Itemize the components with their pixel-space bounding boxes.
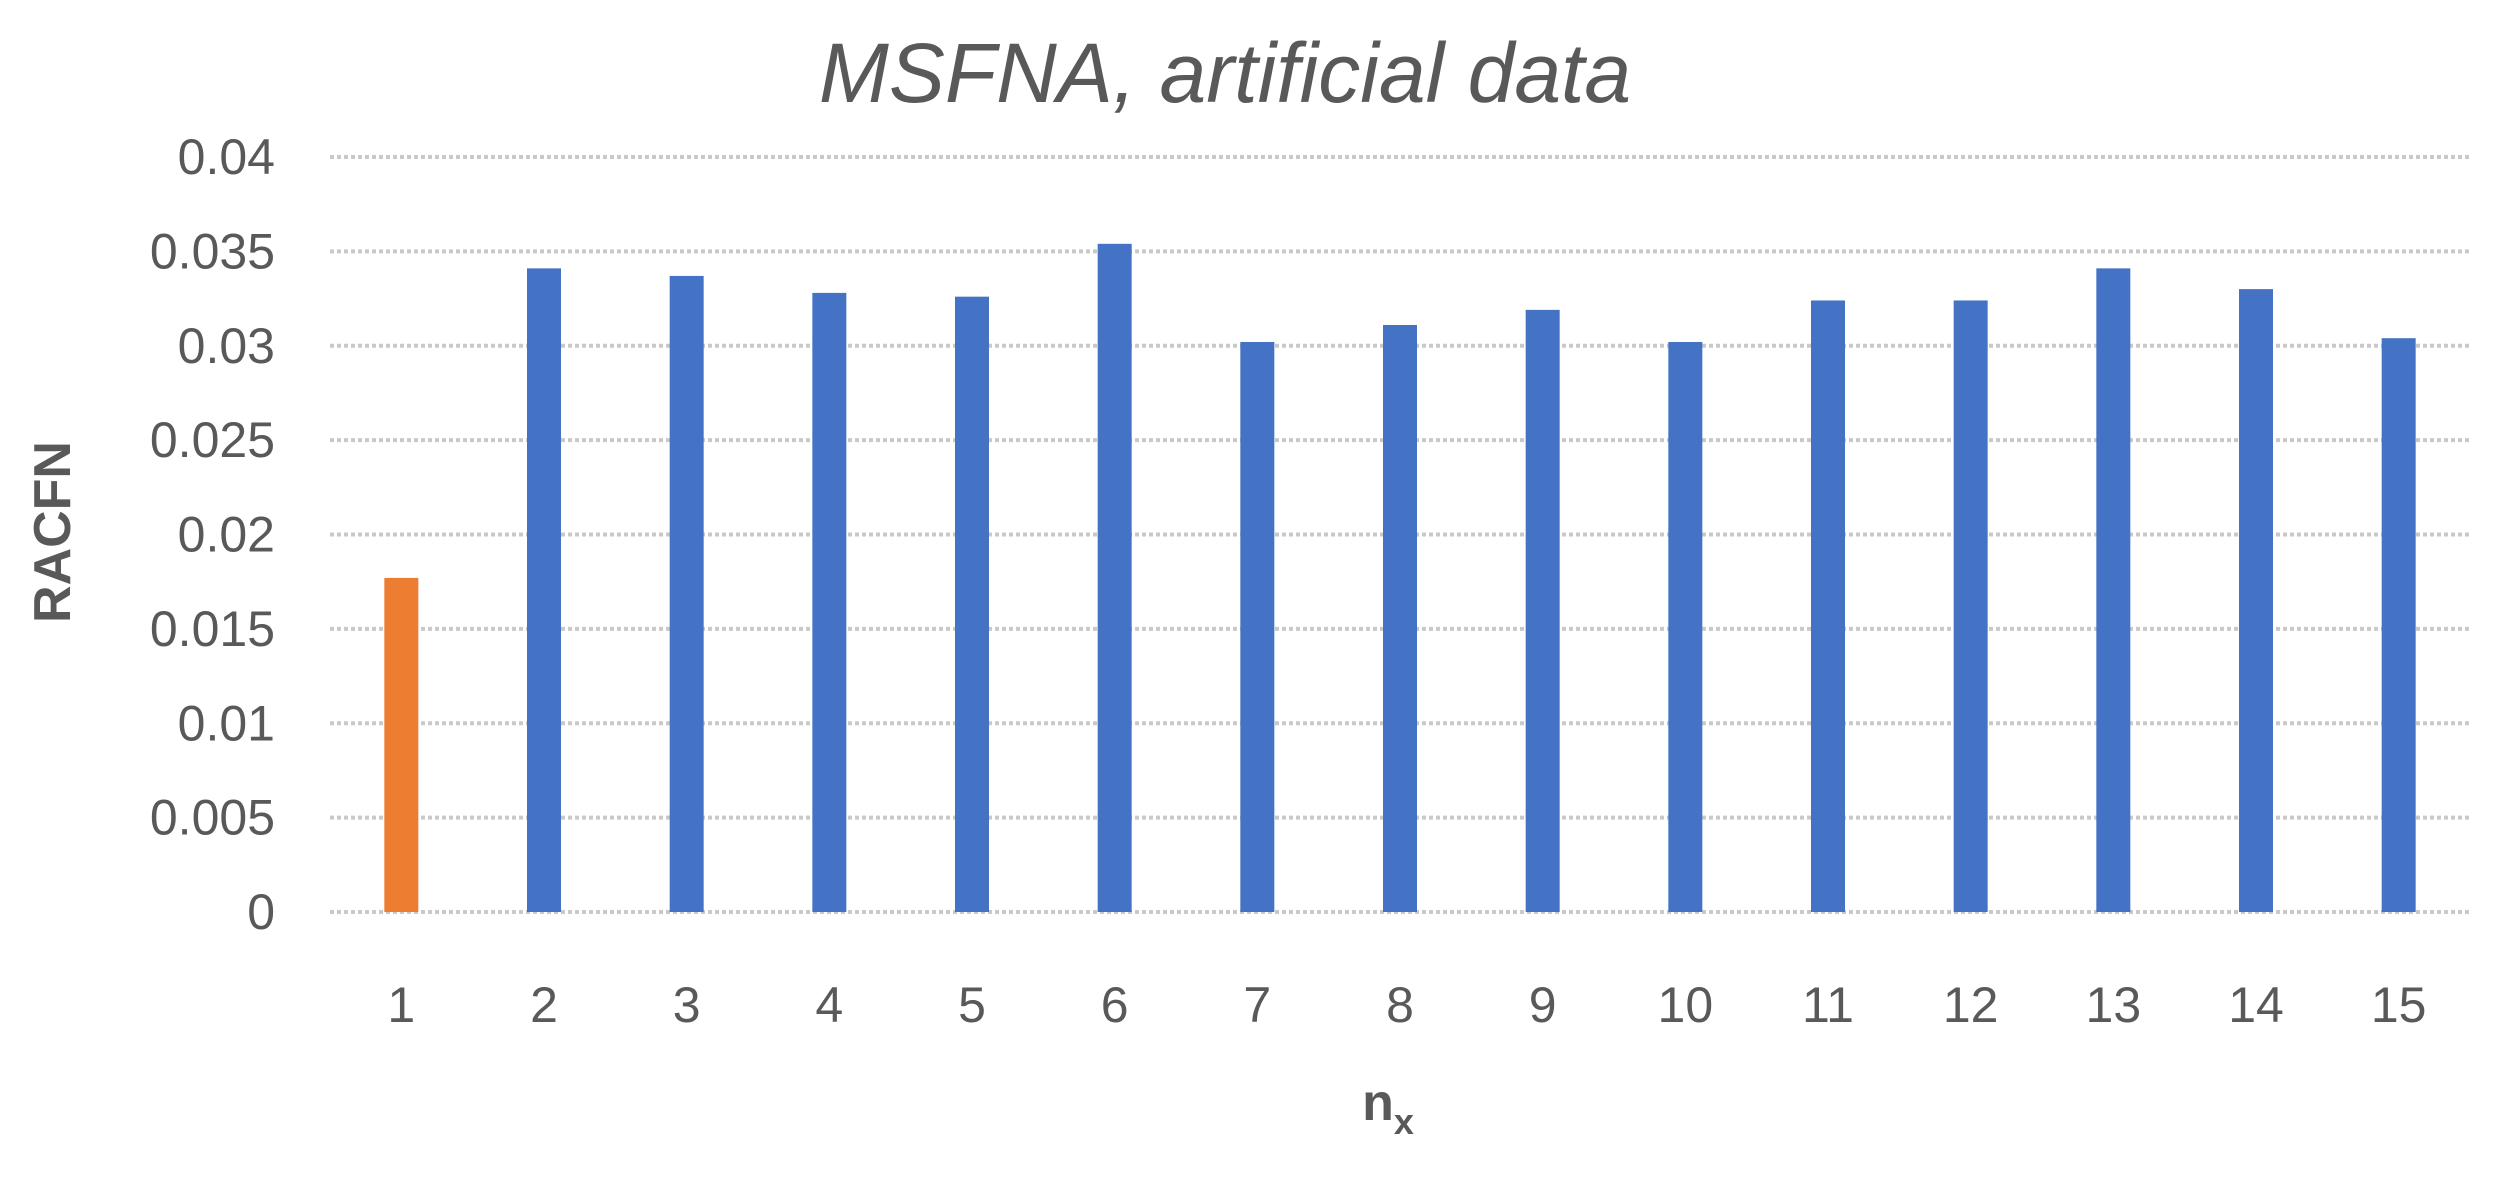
bar-10 <box>1668 341 1703 913</box>
x-tick-label: 2 <box>530 977 558 1033</box>
x-tick-label: 15 <box>2371 977 2427 1033</box>
x-tick-label: 9 <box>1529 977 1557 1033</box>
bar-9 <box>1525 309 1560 912</box>
x-axis-title-subscript: x <box>1394 1101 1414 1142</box>
bar-2 <box>527 268 561 912</box>
x-tick-label: 14 <box>2228 977 2284 1033</box>
bar-13 <box>2096 268 2131 912</box>
bar-14 <box>2239 289 2273 912</box>
y-tick-label: 0.04 <box>178 129 275 185</box>
y-axis-title: RACFN <box>24 441 82 623</box>
bar-15 <box>2381 338 2416 912</box>
y-axis-ticks: 0 0.005 0.01 0.015 0.02 0.025 0.03 0.035 0.04 <box>150 129 275 940</box>
y-tick-label: 0.015 <box>150 601 275 657</box>
y-tick-label: 0 <box>247 884 275 940</box>
bar-7 <box>1240 341 1275 913</box>
x-tick-label: 10 <box>1658 977 1714 1033</box>
bar-6 <box>1097 243 1132 912</box>
x-tick-label: 3 <box>673 977 701 1033</box>
x-axis-title-main: n <box>1362 1074 1394 1132</box>
x-tick-label: 1 <box>387 977 415 1033</box>
bars <box>384 243 2416 913</box>
x-tick-label: 11 <box>1802 977 1854 1033</box>
bar-8 <box>1383 324 1417 912</box>
bar-1 <box>384 577 419 912</box>
x-tick-label: 8 <box>1386 977 1414 1033</box>
x-axis-title: nx <box>1362 1074 1414 1142</box>
x-tick-label: 6 <box>1101 977 1129 1033</box>
bar-4 <box>812 292 847 912</box>
chart-title: MSFNA, artificial data <box>819 26 1631 120</box>
x-tick-label: 4 <box>815 977 843 1033</box>
bar-3 <box>669 275 704 913</box>
y-tick-label: 0.01 <box>178 695 275 751</box>
x-tick-label: 13 <box>2086 977 2142 1033</box>
y-tick-label: 0.02 <box>178 507 275 563</box>
bar-11 <box>1811 300 1845 912</box>
x-tick-label: 12 <box>1943 977 1999 1033</box>
bar-5 <box>955 296 989 912</box>
y-tick-label: 0.005 <box>150 790 275 846</box>
bar-12 <box>1953 300 1988 912</box>
y-tick-label: 0.03 <box>178 318 275 374</box>
x-tick-label: 7 <box>1243 977 1271 1033</box>
x-axis-ticks: 1 2 3 4 5 6 7 8 9 10 11 12 13 14 15 <box>387 977 2426 1033</box>
x-tick-label: 5 <box>958 977 986 1033</box>
y-tick-label: 0.025 <box>150 412 275 468</box>
y-tick-label: 0.035 <box>150 223 275 279</box>
